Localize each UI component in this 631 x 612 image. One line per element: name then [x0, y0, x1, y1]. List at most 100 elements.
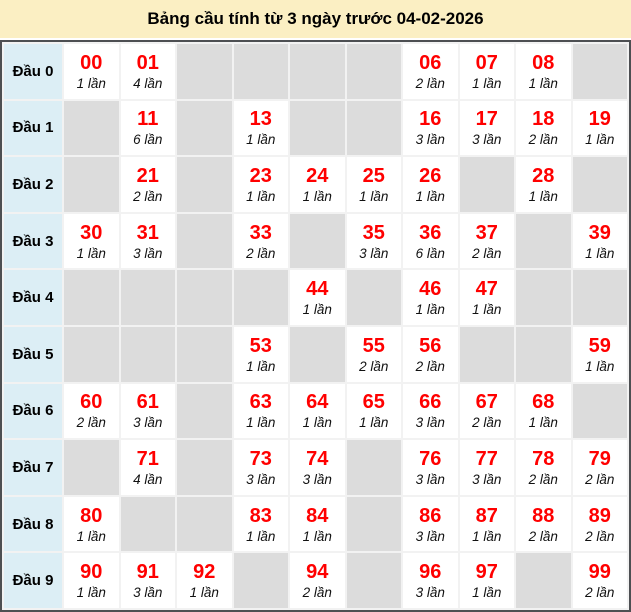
cell-number: 56: [419, 334, 442, 357]
empty-cell: [177, 383, 232, 439]
cell-number: 18: [532, 108, 555, 131]
empty-cell: [177, 100, 232, 156]
number-cell: 35 3 lần: [346, 213, 401, 269]
number-cell: 31 3 lần: [120, 213, 175, 269]
cell-count: 6 lần: [415, 245, 445, 261]
empty-cell: [346, 553, 401, 608]
cell-number: 66: [419, 391, 442, 414]
row-header: Đầu 4: [4, 270, 62, 325]
cell-number: 89: [588, 504, 611, 527]
empty-cell: [120, 326, 175, 382]
cau-table-body: Đầu 0 00 1 lần 01 4 lần 06 2 lần 07 1 lần 08 1 lần…: [4, 44, 627, 608]
number-cell: 01 4 lần: [120, 44, 175, 99]
number-cell: 64 1 lần: [290, 383, 345, 439]
empty-cell: [233, 553, 288, 608]
cell-number: 08: [532, 51, 555, 74]
number-cell: 99 2 lần: [572, 553, 627, 608]
cell-count: 1 lần: [302, 302, 332, 318]
number-cell: 61 3 lần: [120, 383, 175, 439]
number-cell: 80 1 lần: [64, 496, 119, 552]
cell-number: 60: [80, 391, 103, 414]
number-cell: 92 1 lần: [177, 553, 232, 608]
cell-count: 3 lần: [359, 245, 389, 261]
cell-number: 53: [249, 334, 272, 357]
cell-number: 90: [80, 561, 103, 584]
cell-count: 1 lần: [585, 245, 615, 261]
empty-cell: [233, 270, 288, 325]
cell-number: 44: [306, 278, 329, 301]
row-header: Đầu 3: [4, 213, 62, 269]
empty-cell: [177, 440, 232, 495]
cell-number: 73: [249, 447, 272, 470]
cell-number: 91: [136, 561, 159, 584]
cell-number: 78: [532, 447, 555, 470]
table-row: Đầu 3 30 1 lần 31 3 lần 33 2 lần 35 3 lần 36 6 lần…: [4, 213, 627, 269]
number-cell: 39 1 lần: [572, 213, 627, 269]
number-cell: 84 1 lần: [290, 496, 345, 552]
page-title-text: Bảng cầu tính từ 3 ngày trước 04-02-2026: [147, 9, 484, 28]
empty-cell: [177, 44, 232, 99]
number-cell: 73 3 lần: [233, 440, 288, 495]
empty-cell: [120, 496, 175, 552]
cell-count: 1 lần: [359, 415, 389, 431]
number-cell: 76 3 lần: [403, 440, 458, 495]
cell-number: 87: [475, 504, 498, 527]
cell-number: 11: [137, 108, 159, 131]
cell-number: 76: [419, 447, 442, 470]
cell-number: 06: [419, 51, 442, 74]
number-cell: 71 4 lần: [120, 440, 175, 495]
number-cell: 07 1 lần: [459, 44, 514, 99]
cell-number: 61: [136, 391, 159, 414]
number-cell: 53 1 lần: [233, 326, 288, 382]
number-cell: 56 2 lần: [403, 326, 458, 382]
cell-number: 33: [249, 221, 272, 244]
number-cell: 11 6 lần: [120, 100, 175, 156]
cell-number: 07: [475, 51, 498, 74]
cell-number: 99: [588, 561, 611, 584]
number-cell: 79 2 lần: [572, 440, 627, 495]
cell-number: 00: [80, 51, 103, 74]
row-header: Đầu 2: [4, 157, 62, 212]
cell-count: 1 lần: [472, 302, 502, 318]
number-cell: 37 2 lần: [459, 213, 514, 269]
number-cell: 65 1 lần: [346, 383, 401, 439]
cell-count: 1 lần: [246, 358, 276, 374]
empty-cell: [346, 270, 401, 325]
empty-cell: [64, 270, 119, 325]
empty-cell: [233, 44, 288, 99]
empty-cell: [346, 496, 401, 552]
cell-count: 6 lần: [133, 132, 163, 148]
number-cell: 18 2 lần: [516, 100, 571, 156]
empty-cell: [177, 213, 232, 269]
empty-cell: [120, 270, 175, 325]
cell-number: 59: [588, 334, 611, 357]
cell-count: 1 lần: [359, 188, 389, 204]
number-cell: 89 2 lần: [572, 496, 627, 552]
table-row: Đầu 0 00 1 lần 01 4 lần 06 2 lần 07 1 lần 08 1 lần: [4, 44, 627, 99]
page-title: Bảng cầu tính từ 3 ngày trước 04-02-2026: [0, 0, 631, 38]
empty-cell: [572, 44, 627, 99]
cell-number: 47: [475, 278, 498, 301]
empty-cell: [64, 440, 119, 495]
cell-count: 1 lần: [246, 415, 276, 431]
cell-count: 3 lần: [415, 415, 445, 431]
empty-cell: [346, 44, 401, 99]
number-cell: 88 2 lần: [516, 496, 571, 552]
cell-number: 68: [532, 391, 555, 414]
cell-count: 2 lần: [528, 528, 558, 544]
cell-number: 46: [419, 278, 442, 301]
cell-number: 63: [249, 391, 272, 414]
cell-count: 3 lần: [415, 471, 445, 487]
cell-number: 88: [532, 504, 555, 527]
number-cell: 77 3 lần: [459, 440, 514, 495]
cell-number: 67: [475, 391, 498, 414]
cell-number: 74: [306, 447, 329, 470]
table-row: Đầu 4 44 1 lần 46 1 lần 47 1 lần: [4, 270, 627, 325]
cell-number: 71: [136, 447, 159, 470]
row-header: Đầu 0: [4, 44, 62, 99]
cell-number: 24: [306, 164, 329, 187]
cell-count: 2 lần: [585, 585, 615, 601]
number-cell: 17 3 lần: [459, 100, 514, 156]
number-cell: 26 1 lần: [403, 157, 458, 212]
empty-cell: [290, 213, 345, 269]
